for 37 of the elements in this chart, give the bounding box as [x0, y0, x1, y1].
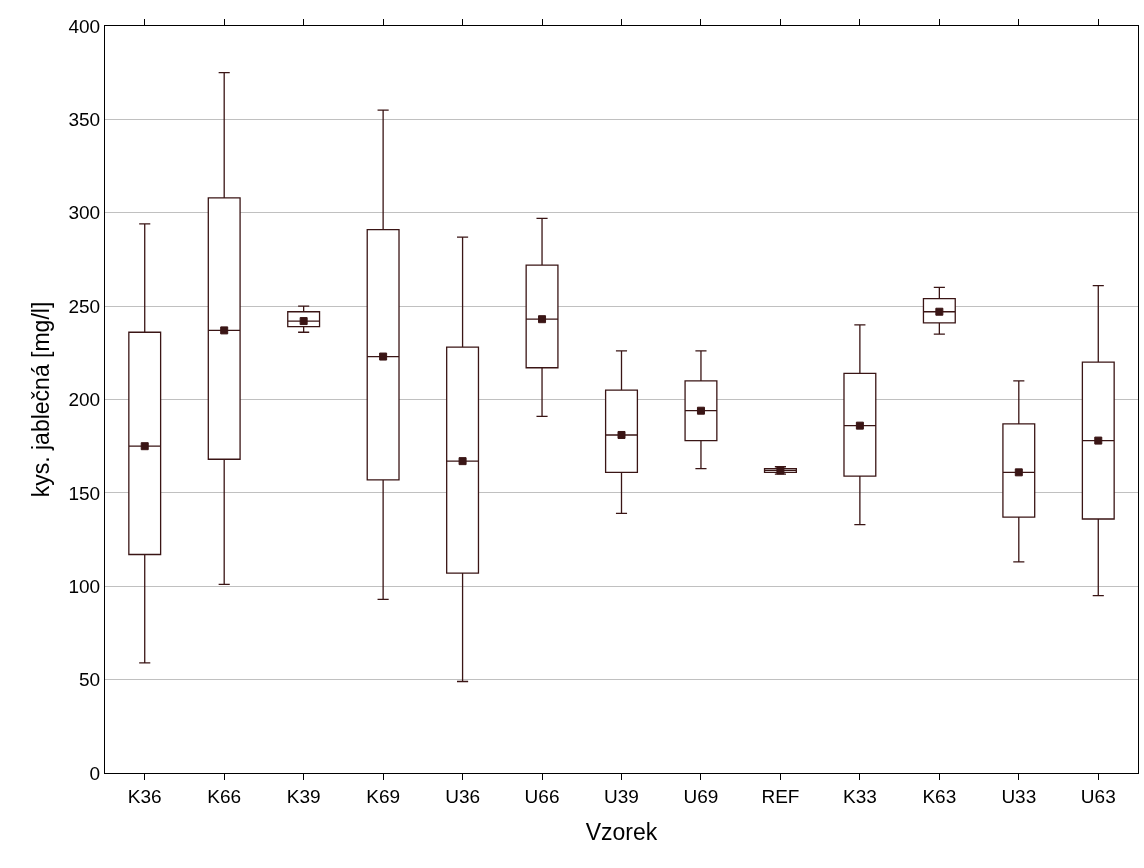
point — [617, 430, 626, 439]
x-tick-label: K36 — [127, 785, 162, 807]
x-tick-label: K63 — [922, 785, 957, 807]
point — [458, 457, 467, 466]
point — [538, 315, 547, 324]
x-tick-label: U36 — [445, 785, 481, 807]
point — [776, 466, 785, 475]
point — [379, 352, 388, 361]
x-tick-label: K33 — [842, 785, 877, 807]
y-tick-label: 150 — [68, 482, 101, 504]
x-tick-label: K69 — [366, 785, 401, 807]
y-tick-label: 400 — [68, 15, 101, 37]
y-tick-label: 300 — [68, 202, 101, 224]
y-tick-label: 250 — [68, 295, 101, 317]
y-tick-label: 350 — [68, 109, 101, 131]
y-axis-title: kys. jablečná [mg/l] — [27, 301, 54, 498]
x-tick-label: K39 — [286, 785, 321, 807]
point — [935, 307, 944, 316]
point — [1014, 468, 1023, 477]
x-tick-label: REF — [761, 785, 800, 807]
x-tick-label: U66 — [524, 785, 560, 807]
point — [696, 406, 705, 415]
point — [220, 326, 229, 335]
y-tick-label: 100 — [68, 575, 101, 597]
y-tick-label: 50 — [79, 669, 101, 691]
x-axis-title: Vzorek — [585, 819, 658, 846]
x-tick-label: K66 — [207, 785, 242, 807]
point — [855, 421, 864, 430]
point — [1094, 436, 1103, 445]
y-tick-label: 200 — [68, 389, 101, 411]
x-tick-label: U63 — [1080, 785, 1116, 807]
y-tick-label: 0 — [89, 762, 101, 784]
x-tick-label: U39 — [604, 785, 639, 807]
x-tick-label: U69 — [683, 785, 719, 807]
point — [299, 317, 308, 326]
point — [140, 442, 149, 451]
x-tick-label: U33 — [1001, 785, 1037, 807]
